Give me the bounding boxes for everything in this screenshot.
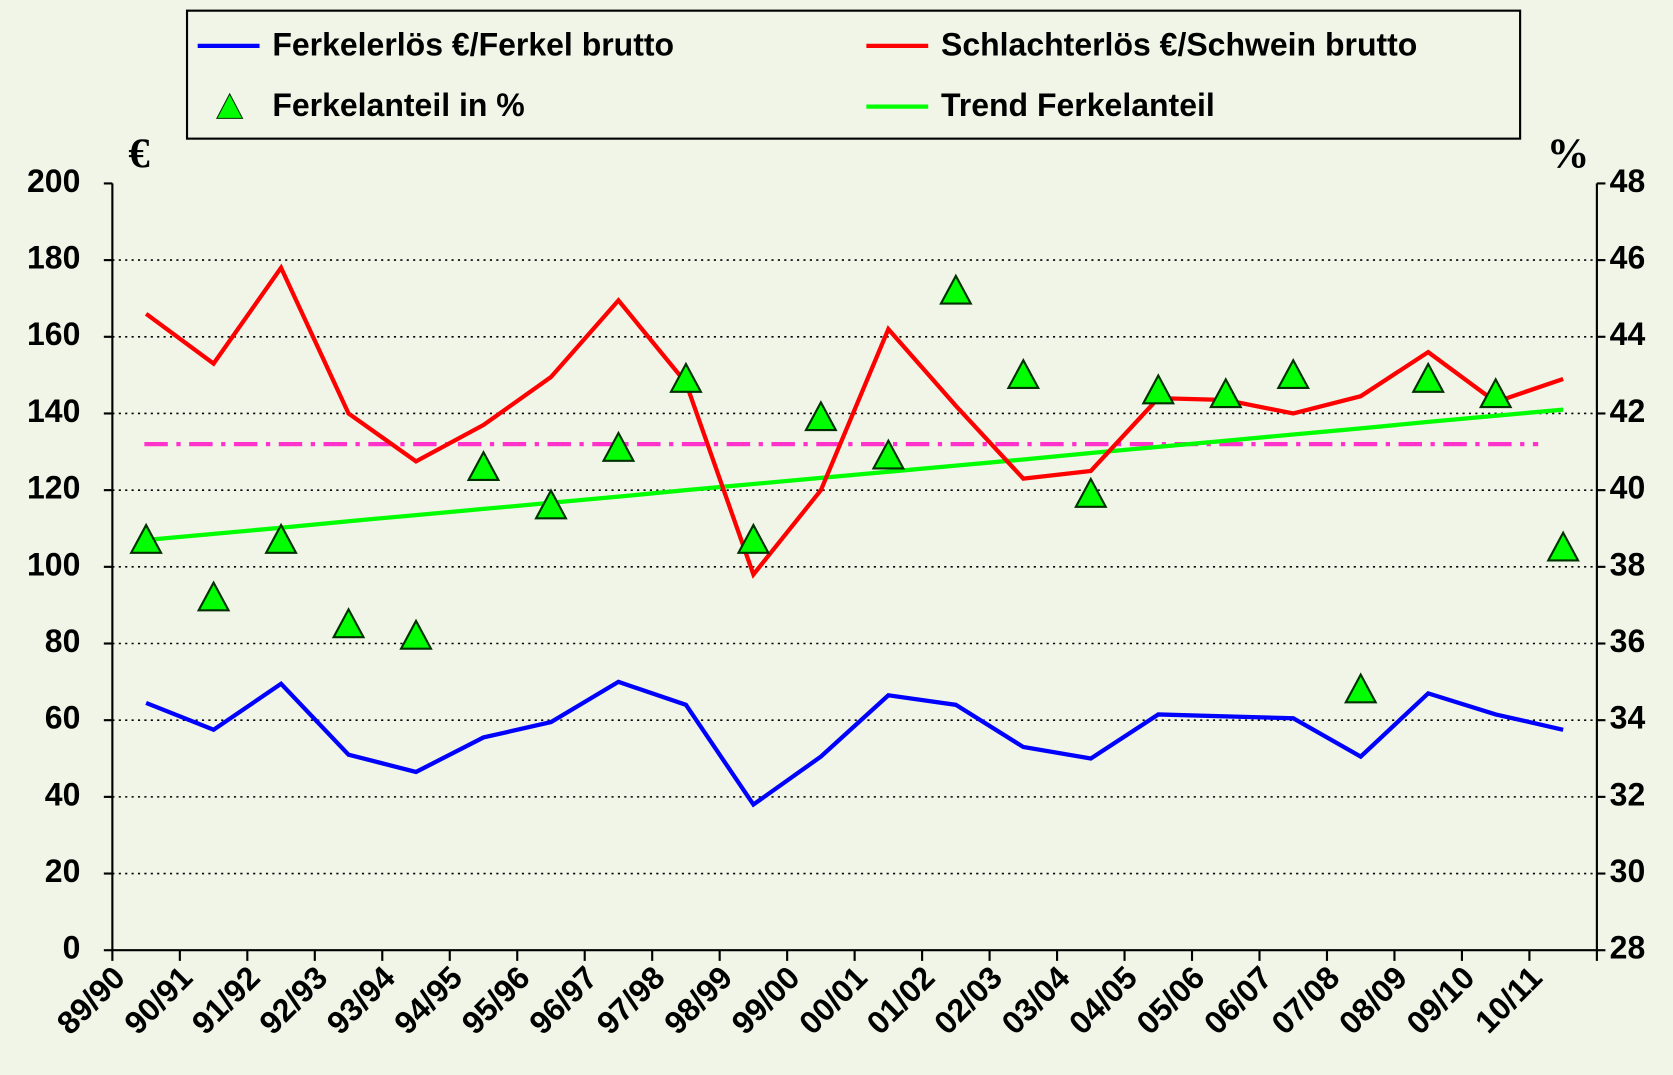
- legend-label: Trend Ferkelanteil: [941, 87, 1215, 123]
- triangle-marker: [129, 522, 163, 554]
- x-tick-label: 95/96: [455, 959, 537, 1041]
- x-tick-label: 06/07: [1197, 959, 1279, 1041]
- legend-label: Ferkelerlös €/Ferkel brutto: [272, 26, 674, 62]
- series-line: [145, 679, 1564, 808]
- triangle-marker: [601, 430, 636, 462]
- x-tick-label: 94/95: [387, 959, 469, 1041]
- y2-tick-label: 30: [1610, 853, 1646, 889]
- legend-box: [185, 9, 1522, 140]
- y-tick-label: 200: [27, 163, 80, 199]
- y2-tick-label: 38: [1610, 546, 1646, 582]
- x-tick-label: 00/01: [792, 959, 874, 1041]
- triangle-marker: [196, 580, 231, 612]
- y-tick-label: 140: [27, 393, 80, 429]
- y2-tick-label: 34: [1610, 700, 1646, 736]
- triangle-marker: [804, 400, 838, 432]
- triangle-marker: [1141, 373, 1176, 405]
- x-tick-label: 10/11: [1468, 959, 1549, 1040]
- y2-tick-label: 44: [1610, 316, 1646, 352]
- y-tick-label: 180: [27, 240, 80, 276]
- y-tick-label: 20: [45, 853, 81, 889]
- legend-label: Ferkelanteil in %: [272, 87, 524, 123]
- x-tick-label: 03/04: [994, 959, 1076, 1041]
- x-tick-label: 04/05: [1062, 959, 1144, 1041]
- y2-unit: %: [1547, 131, 1590, 178]
- triangle-marker: [1344, 672, 1378, 704]
- series-line: [144, 263, 1564, 579]
- x-tick-label: 90/91: [117, 959, 199, 1041]
- x-tick-label: 89/90: [50, 959, 132, 1041]
- triangle-marker: [1478, 377, 1513, 409]
- x-tick-label: 02/03: [927, 959, 1009, 1041]
- x-tick-label: 07/08: [1264, 959, 1346, 1041]
- x-tick-label: 92/93: [252, 959, 334, 1041]
- triangle-marker: [534, 488, 568, 520]
- y-tick-label: 60: [45, 700, 81, 736]
- triangle-marker: [1546, 530, 1580, 562]
- y2-tick-label: 42: [1610, 393, 1646, 429]
- x-tick-label: 08/09: [1332, 959, 1414, 1041]
- triangle-marker: [669, 361, 703, 393]
- x-tick-label: 05/06: [1129, 959, 1211, 1041]
- triangle-marker: [1209, 377, 1243, 409]
- triangle-marker: [399, 618, 433, 650]
- triangle-marker: [939, 273, 973, 305]
- triangle-marker: [1074, 476, 1108, 508]
- triangle-marker: [331, 607, 366, 639]
- triangle-marker: [264, 522, 298, 554]
- x-tick-label: 98/99: [657, 959, 739, 1041]
- y2-tick-label: 28: [1610, 930, 1646, 966]
- x-tick-label: 09/10: [1399, 959, 1481, 1041]
- y2-tick-label: 36: [1610, 623, 1646, 659]
- y2-tick-label: 32: [1610, 776, 1646, 812]
- triangle-marker: [1411, 361, 1445, 393]
- y-tick-label: 80: [45, 623, 81, 659]
- x-tick-label: 99/00: [725, 959, 807, 1041]
- series-line: [145, 407, 1564, 543]
- y-tick-label: 100: [27, 546, 80, 582]
- triangle-marker: [1006, 357, 1041, 389]
- y-tick-label: 120: [27, 470, 80, 506]
- y-tick-label: 160: [27, 316, 80, 352]
- legend-swatch: [216, 92, 244, 119]
- x-tick-label: 97/98: [590, 959, 672, 1041]
- x-tick-label: 93/94: [320, 959, 402, 1041]
- y-unit: €: [128, 131, 149, 178]
- y2-tick-label: 48: [1610, 163, 1646, 199]
- x-tick-label: 91/92: [185, 959, 267, 1041]
- y-tick-label: 0: [63, 930, 81, 966]
- x-tick-label: 01/02: [860, 959, 942, 1041]
- x-tick-label: 96/97: [522, 959, 604, 1041]
- triangle-marker: [1276, 357, 1310, 389]
- y-tick-label: 40: [45, 776, 81, 812]
- triangle-marker: [466, 449, 501, 482]
- triangle-marker: [736, 522, 771, 554]
- legend-label: Schlachterlös €/Schwein brutto: [941, 26, 1417, 62]
- y2-tick-label: 40: [1610, 470, 1646, 506]
- triangle-marker: [871, 438, 906, 470]
- y2-tick-label: 46: [1610, 240, 1646, 276]
